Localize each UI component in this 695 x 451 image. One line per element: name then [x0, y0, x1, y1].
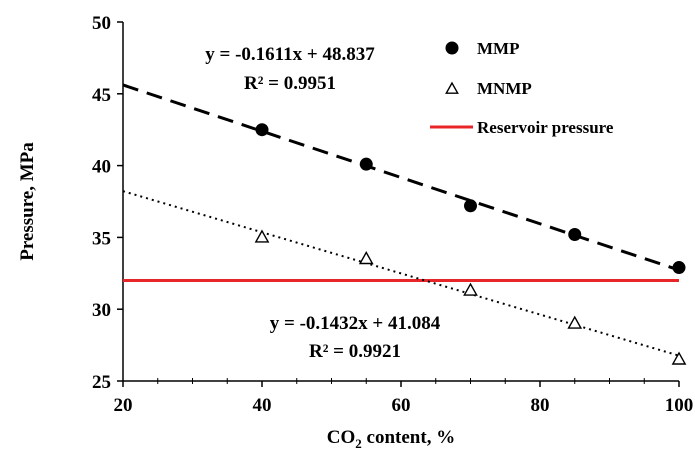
x-tick-label: 20	[114, 395, 133, 416]
mmp-point	[464, 199, 477, 213]
mnmp-point	[358, 251, 374, 265]
mnmp-point	[463, 282, 478, 296]
mmp-point	[255, 123, 269, 137]
mmp-trendline	[122, 83, 680, 272]
y-tick-label: 30	[92, 300, 111, 321]
y-tick-label: 50	[92, 13, 111, 34]
mmp-point	[568, 228, 582, 242]
x-tick-label: 80	[531, 395, 550, 416]
mnmp-point	[671, 351, 687, 365]
x-axis-label-subscript: 2	[355, 436, 362, 451]
mmp-r2: R² = 0.9951	[244, 73, 336, 94]
legend-mnmp-marker	[445, 81, 459, 94]
y-tick-label: 40	[92, 157, 111, 178]
legend-mmp-label: MMP	[477, 39, 519, 58]
y-axis-label: Pressure, MPa	[17, 142, 38, 261]
mnmp-point	[254, 229, 270, 243]
x-tick-label: 100	[665, 395, 694, 416]
mnmp-trendline	[122, 190, 680, 357]
y-tick-label: 25	[92, 372, 111, 393]
x-tick-label: 40	[253, 395, 272, 416]
x-axis-label-part: CO	[327, 427, 356, 448]
mmp-point	[359, 157, 373, 171]
legend-mnmp-label: MNMP	[477, 79, 532, 98]
y-tick-label: 35	[92, 228, 111, 249]
x-axis-label-part: content, %	[362, 427, 455, 448]
legend-reservoir-label: Reservoir pressure	[477, 118, 614, 137]
legend-mmp-marker	[445, 41, 459, 55]
mnmp-equation: y = -0.1432x + 41.084	[270, 313, 441, 334]
x-tick-label: 60	[392, 395, 411, 416]
y-tick-label: 45	[92, 85, 111, 106]
mmp-equation: y = -0.1611x + 48.837	[205, 44, 375, 65]
mnmp-r2: R² = 0.9921	[309, 341, 401, 362]
x-axis-label: CO2 content, %	[327, 427, 455, 451]
mnmp-point	[567, 315, 583, 329]
mmp-point	[672, 261, 686, 275]
